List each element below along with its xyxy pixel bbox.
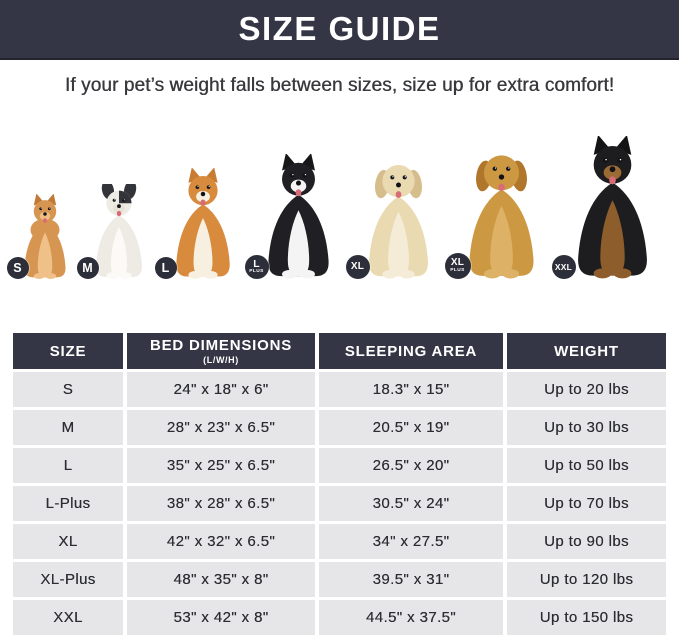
cell-size: XXL [13,600,123,635]
table-row-xl: XL 42" x 32" x 6.5" 34" x 27.5" Up to 90 lb… [13,524,666,559]
cell-bed_dimensions: 53" x 42" x 8" [127,600,315,635]
size-badge-golden-retriever: XL PLUS [444,253,471,279]
column-header-weight: WEIGHT [507,333,666,369]
dog-shiba-inu: L [154,168,246,280]
cell-weight: Up to 30 lbs [507,410,666,445]
dog-illustration [267,154,329,279]
cell-sleeping_area: 34" x 27.5" [319,524,503,559]
dog-illustration [469,155,533,279]
cell-bed_dimensions: 48" x 35" x 8" [127,562,315,597]
cell-weight: Up to 90 lbs [507,524,666,559]
dog-illustration [95,184,142,279]
table-row-xxl: XXL 53" x 42" x 8" 44.5" x 37.5" Up to 150 … [13,600,666,635]
column-header-sublabel: (L/W/H) [203,355,239,365]
badge-sub-label: PLUS [249,269,264,275]
dog-doberman: XXL [551,136,668,280]
dog-french-bulldog: M [76,184,156,280]
cell-size: L [13,448,123,483]
badge-label: S [13,260,22,275]
badge-label: XL [350,261,365,272]
subtitle: If your pet’s weight falls between sizes… [64,75,615,96]
size-badge-pomeranian: S [6,257,29,279]
badge-label: XXL [554,261,573,272]
column-header-sleeping_area: SLEEPING AREA [319,333,503,369]
dog-golden-retriever: XL PLUS [444,146,553,280]
cell-sleeping_area: 39.5" x 31" [319,562,503,597]
dog-border-collie: L PLUS [244,154,347,280]
size-badge-french-bulldog: M [76,257,99,279]
table-row-l: L 35" x 25" x 6.5" 26.5" x 20" Up to 50 lbs [13,448,666,483]
cell-weight: Up to 70 lbs [507,486,666,521]
badge-label: XL [450,257,465,269]
cell-sleeping_area: 20.5" x 19" [319,410,503,445]
dog-illustration [23,194,66,280]
size-table: SIZE BED DIMENSIONS (L/W/H) SLEEPING AREA WE… [13,333,666,635]
column-header-bed_dimensions: BED DIMENSIONS (L/W/H) [127,333,315,369]
page-title: SIZE GUIDE [238,10,441,47]
size-badge-border-collie: L PLUS [244,255,269,279]
badge-sub-label: PLUS [450,268,465,274]
header-banner: SIZE GUIDE [0,0,679,60]
table-body: S 24" x 18" x 6" 18.3" x 15" Up to 20 lbs M 2… [13,372,666,635]
column-header-label: SLEEPING AREA [344,342,478,360]
dog-size-lineup: S M L [0,134,679,280]
cell-bed_dimensions: 42" x 32" x 6.5" [127,524,315,559]
badge-label: M [82,260,93,275]
dog-illustration [368,165,428,279]
cell-bed_dimensions: 35" x 25" x 6.5" [127,448,315,483]
cell-size: S [13,372,123,407]
size-badge-doberman: XXL [551,255,576,279]
cell-size: M [13,410,123,445]
badge-label: L [161,260,170,275]
dog-illustration [577,136,647,279]
table-row-s: S 24" x 18" x 6" 18.3" x 15" Up to 20 lbs [13,372,666,407]
cell-sleeping_area: 30.5" x 24" [319,486,503,521]
cell-sleeping_area: 44.5" x 37.5" [319,600,503,635]
dog-labrador: XL [345,156,446,280]
column-header-label: WEIGHT [554,342,619,360]
cell-size: XL-Plus [13,562,123,597]
cell-size: L-Plus [13,486,123,521]
cell-weight: Up to 20 lbs [507,372,666,407]
cell-sleeping_area: 26.5" x 20" [319,448,503,483]
cell-weight: Up to 150 lbs [507,600,666,635]
cell-weight: Up to 50 lbs [507,448,666,483]
table-header-row: SIZE BED DIMENSIONS (L/W/H) SLEEPING AREA WE… [13,333,666,369]
cell-bed_dimensions: 28" x 23" x 6.5" [127,410,315,445]
size-badge-shiba-inu: L [154,257,177,279]
dog-illustration [175,168,230,279]
cell-size: XL [13,524,123,559]
cell-weight: Up to 120 lbs [507,562,666,597]
cell-bed_dimensions: 38" x 28" x 6.5" [127,486,315,521]
dog-pomeranian: S [6,194,78,280]
cell-sleeping_area: 18.3" x 15" [319,372,503,407]
column-header-label: SIZE [49,342,87,360]
column-header-label: BED DIMENSIONS [149,337,293,354]
column-header-size: SIZE [13,333,123,369]
badge-label: L [253,257,260,270]
cell-bed_dimensions: 24" x 18" x 6" [127,372,315,407]
table-row-m: M 28" x 23" x 6.5" 20.5" x 19" Up to 30 lbs [13,410,666,445]
table-row-l-plus: L-Plus 38" x 28" x 6.5" 30.5" x 24" Up to 7… [13,486,666,521]
table-row-xl-plus: XL-Plus 48" x 35" x 8" 39.5" x 31" Up to 12… [13,562,666,597]
size-badge-labrador: XL [345,255,370,279]
